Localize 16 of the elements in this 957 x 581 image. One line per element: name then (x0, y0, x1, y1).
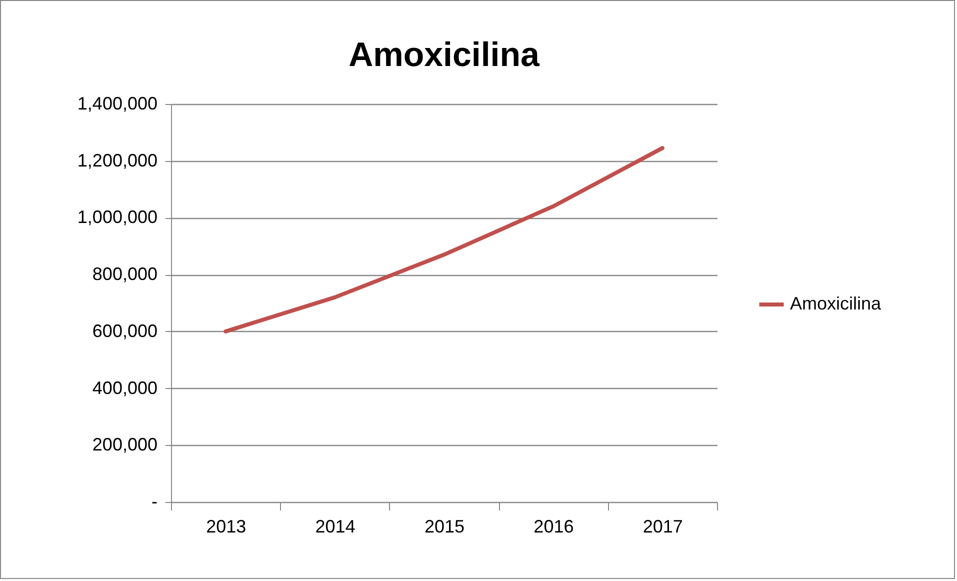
y-tick-label: 800,000 (92, 264, 158, 284)
x-tick-label: 2016 (534, 516, 574, 536)
y-tick-label: 1,400,000 (77, 94, 158, 114)
x-tick-label: 2013 (206, 516, 246, 536)
y-tick-label: 200,000 (92, 434, 158, 455)
y-tick-label: 400,000 (92, 378, 158, 398)
y-tick-label: 1,200,000 (77, 150, 158, 170)
x-tick-label: 2014 (315, 516, 356, 536)
x-tick-label: 2015 (424, 516, 465, 536)
y-tick-label: 600,000 (92, 320, 158, 341)
x-tick-label: 2017 (642, 516, 683, 536)
line-series (224, 146, 664, 334)
y-tick-label: 1,000,000 (77, 207, 158, 228)
y-tick-label: - (152, 492, 158, 512)
chart-title: Amoxicilina (348, 36, 541, 74)
legend-label: Amoxicilina (790, 294, 882, 314)
